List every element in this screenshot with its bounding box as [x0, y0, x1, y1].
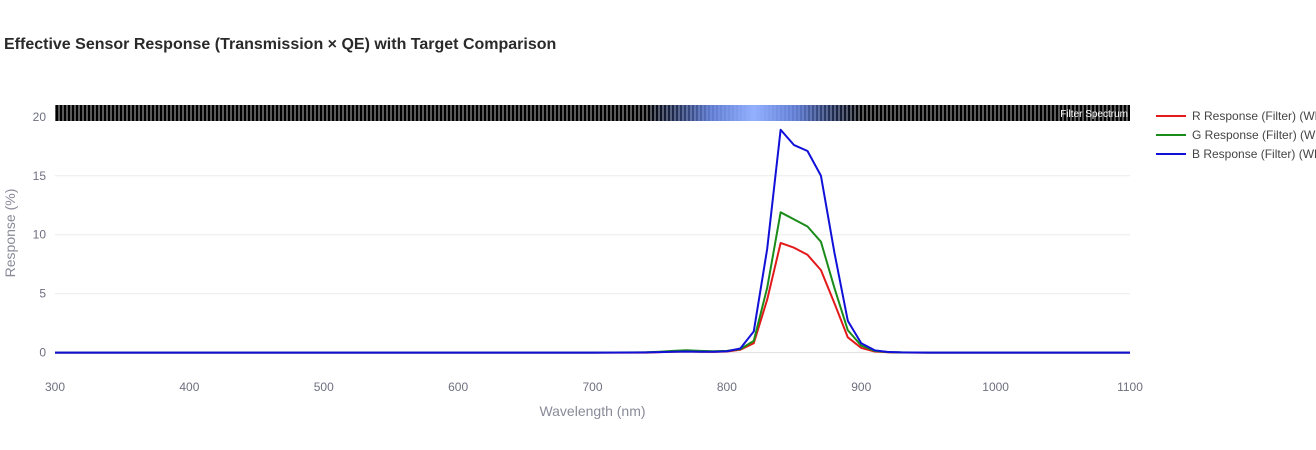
chart-plot[interactable]: Filter Spectrum 300 400 500 600 700 800 900 100…	[0, 0, 1150, 450]
chart-legend: R Response (Filter) (WB) G Response (Filt…	[1156, 106, 1316, 163]
filter-spectrum-bar: Filter Spectrum	[55, 105, 1130, 121]
series-line[interactable]	[55, 241, 1130, 354]
legend-item[interactable]: B Response (Filter) (WB)	[1156, 144, 1316, 163]
spectrum-stripes	[55, 105, 1130, 121]
spectrum-passband	[646, 105, 862, 121]
series-line[interactable]	[55, 128, 1130, 354]
legend-item[interactable]: G Response (Filter) (WB)	[1156, 125, 1316, 144]
y-axis-ticks: 0 5 10 15 20	[33, 110, 47, 360]
x-tick-label: 800	[717, 380, 737, 394]
x-tick-label: 600	[448, 380, 468, 394]
x-tick-label: 1100	[1117, 380, 1143, 394]
legend-swatch	[1156, 152, 1186, 155]
y-axis-title: Response (%)	[2, 189, 18, 278]
legend-label: R Response (Filter) (WB)	[1192, 108, 1316, 123]
y-tick-label: 10	[33, 228, 47, 242]
grid-lines	[55, 116, 1130, 354]
x-tick-label: 300	[45, 380, 65, 394]
legend-label: G Response (Filter) (WB)	[1192, 127, 1316, 142]
y-tick-label: 5	[39, 287, 46, 301]
legend-swatch	[1156, 114, 1186, 117]
x-tick-label: 1000	[982, 380, 1009, 394]
series-line[interactable]	[55, 211, 1130, 354]
y-tick-label: 15	[33, 169, 47, 183]
y-tick-label: 20	[33, 110, 47, 124]
y-tick-label: 0	[39, 346, 46, 360]
series-lines	[55, 128, 1130, 354]
x-tick-label: 700	[582, 380, 602, 394]
legend-swatch	[1156, 133, 1186, 136]
x-tick-label: 400	[179, 380, 199, 394]
legend-item[interactable]: R Response (Filter) (WB)	[1156, 106, 1316, 125]
chart-title: Effective Sensor Response (Transmission …	[4, 36, 557, 53]
x-tick-label: 900	[851, 380, 871, 394]
x-axis-title: Wavelength (nm)	[539, 403, 645, 419]
x-tick-label: 500	[314, 380, 334, 394]
legend-label: B Response (Filter) (WB)	[1192, 146, 1316, 161]
x-axis-ticks: 300 400 500 600 700 800 900 1000 1100	[45, 380, 1143, 394]
spectrum-bar-label: Filter Spectrum	[1060, 109, 1128, 120]
